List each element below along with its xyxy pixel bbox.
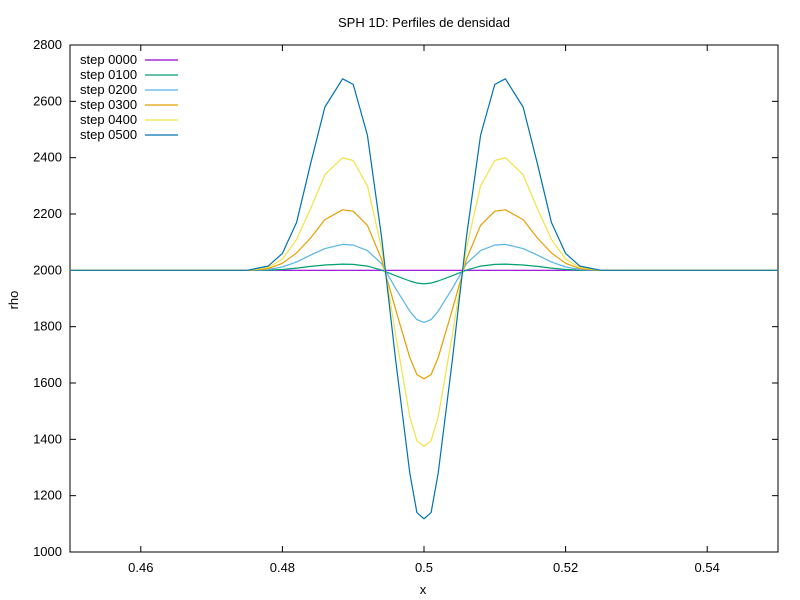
x-tick-label: 0.54 <box>695 560 720 575</box>
x-tick-label: 0.46 <box>128 560 153 575</box>
y-tick-label: 1400 <box>33 431 62 446</box>
series-lines <box>70 78 778 520</box>
series-line <box>70 243 778 323</box>
y-tick-label: 1000 <box>33 544 62 559</box>
axis-ticks: 0.46 0.48 0.5 0.52 0.54 1000 1200 1400 1600 1800 2… <box>33 37 778 575</box>
legend-label: step 0500 <box>80 127 137 142</box>
legend-label: step 0400 <box>80 112 137 127</box>
x-axis-label: x <box>420 582 427 597</box>
series-line <box>70 157 778 447</box>
x-tick-label: 0.5 <box>415 560 433 575</box>
y-tick-label: 2000 <box>33 262 62 277</box>
plot-border <box>69 44 779 553</box>
y-tick-label: 2400 <box>33 150 62 165</box>
legend-label: step 0100 <box>80 67 137 82</box>
legend-label: step 0200 <box>80 82 137 97</box>
y-tick-label: 1800 <box>33 319 62 334</box>
series-line <box>70 263 778 285</box>
legend-label: step 0000 <box>80 52 137 67</box>
y-tick-label: 1200 <box>33 488 62 503</box>
y-axis-label: rho <box>6 291 21 310</box>
y-tick-label: 2200 <box>33 206 62 221</box>
x-tick-label: 0.52 <box>553 560 578 575</box>
chart-title: SPH 1D: Perfiles de densidad <box>338 15 510 30</box>
series-line <box>70 209 778 380</box>
x-tick-label: 0.48 <box>270 560 295 575</box>
y-tick-label: 2600 <box>33 93 62 108</box>
y-tick-label: 2800 <box>33 37 62 52</box>
series-line <box>70 78 778 520</box>
legend-label: step 0300 <box>80 97 137 112</box>
y-tick-label: 1600 <box>33 375 62 390</box>
